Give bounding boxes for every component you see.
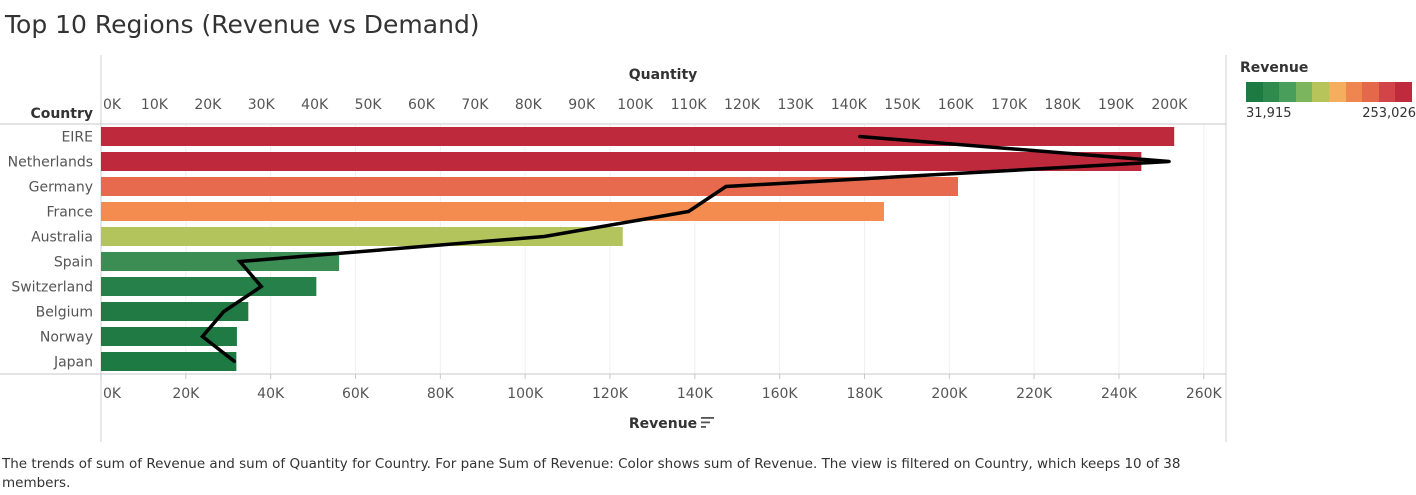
legend-swatch (1328, 82, 1346, 102)
quantity-point-france[interactable] (687, 210, 691, 213)
quantity-tick-label: 140K (831, 97, 868, 113)
legend-title: Revenue (1240, 60, 1309, 76)
legend-min: 31,915 (1246, 106, 1292, 121)
quantity-point-switzerland[interactable] (259, 285, 263, 288)
row-label: Australia (31, 230, 93, 246)
revenue-tick-label: 200K (931, 386, 968, 402)
revenue-tick-label: 220K (1016, 386, 1053, 402)
quantity-point-spain[interactable] (238, 260, 242, 263)
quantity-tick-label: 50K (355, 97, 383, 113)
row-label: Belgium (36, 305, 93, 321)
quantity-tick-label: 90K (568, 97, 596, 113)
bar-switzerland[interactable] (101, 277, 317, 296)
row-header-country: Country (30, 106, 93, 122)
revenue-tick-label: 260K (1186, 386, 1223, 402)
quantity-point-japan[interactable] (233, 360, 237, 363)
revenue-tick-label: 160K (762, 386, 799, 402)
chart-canvas: EIRE Netherlands Germany France Australia Spa… (0, 55, 1227, 442)
row-label: Norway (40, 330, 93, 346)
quantity-axis-title: Quantity (629, 67, 698, 83)
quantity-point-belgium[interactable] (222, 310, 226, 313)
quantity-tick-label: 180K (1045, 97, 1082, 113)
revenue-tick-label: 20K (172, 386, 200, 402)
revenue-tick-label: 0K (103, 386, 122, 402)
quantity-tick-label: 0K (103, 97, 122, 113)
legend-swatch (1246, 82, 1263, 102)
bar-norway[interactable] (101, 327, 237, 346)
revenue-axis: 0K 20K 40K 60K 80K 100K 120K 140K 160K 180K 200K 22… (100, 374, 1223, 402)
quantity-point-australia[interactable] (542, 235, 546, 238)
legend-swatch (1279, 82, 1296, 102)
chart-title: Top 10 Regions (Revenue vs Demand) (5, 10, 480, 39)
quantity-tick-label: 30K (248, 97, 276, 113)
quantity-tick-label: 110K (671, 97, 708, 113)
legend-swatch (1262, 82, 1280, 102)
chart-caption: The trends of sum of Revenue and sum of … (2, 456, 1181, 491)
row-label: Japan (53, 355, 93, 371)
quantity-tick-label: 200K (1151, 97, 1188, 113)
quantity-tick-label: 130K (777, 97, 814, 113)
legend-color-ramp (1246, 82, 1412, 102)
quantity-tick-label: 10K (141, 97, 169, 113)
revenue-tick-label: 180K (847, 386, 884, 402)
row-label: Netherlands (8, 155, 93, 171)
quantity-point-germany[interactable] (724, 185, 728, 188)
legend-swatch (1295, 82, 1313, 102)
bar-france[interactable] (101, 202, 884, 221)
country-labels: EIRE Netherlands Germany France Australia Spa… (8, 130, 93, 371)
row-label: EIRE (61, 130, 93, 146)
quantity-line[interactable] (199, 134, 1170, 363)
revenue-tick-label: 120K (592, 386, 629, 402)
revenue-axis-title[interactable]: Revenue (629, 416, 697, 432)
bar-belgium[interactable] (101, 302, 249, 321)
row-label: Switzerland (11, 280, 93, 296)
row-label: Spain (54, 255, 93, 271)
revenue-tick-label: 100K (507, 386, 544, 402)
revenue-tick-label: 80K (427, 386, 455, 402)
legend-swatch (1378, 82, 1396, 102)
quantity-tick-label: 100K (617, 97, 654, 113)
bar-netherlands[interactable] (101, 152, 1142, 171)
bar-germany[interactable] (101, 177, 958, 196)
quantity-point-norway[interactable] (200, 335, 204, 338)
legend-swatch (1345, 82, 1363, 102)
chart-frame (0, 55, 1227, 442)
row-label: France (46, 205, 93, 221)
revenue-tick-label: 40K (257, 386, 285, 402)
revenue-tick-label: 240K (1101, 386, 1138, 402)
bar-eire[interactable] (101, 127, 1175, 146)
quantity-tick-label: 80K (515, 97, 543, 113)
quantity-point-netherlands[interactable] (1167, 160, 1171, 163)
legend-max: 253,026 (1362, 106, 1416, 121)
revenue-tick-label: 140K (677, 386, 714, 402)
legend-swatch (1395, 82, 1412, 102)
quantity-tick-label: 150K (884, 97, 921, 113)
quantity-tick-label: 190K (1098, 97, 1135, 113)
line-series-quantity (199, 134, 1171, 363)
quantity-tick-label: 40K (301, 97, 329, 113)
revenue-tick-label: 60K (342, 386, 370, 402)
quantity-point-eire[interactable] (858, 135, 862, 138)
row-label: Germany (29, 180, 93, 196)
quantity-axis: 0K 10K 20K 30K 40K 50K 60K 70K 80K 90K 100K 110K 120… (103, 97, 1188, 113)
quantity-tick-label: 70K (461, 97, 489, 113)
quantity-tick-label: 20K (194, 97, 222, 113)
bar-series-revenue (101, 127, 1175, 371)
quantity-tick-label: 60K (408, 97, 436, 113)
legend-swatch (1362, 82, 1379, 102)
sort-icon[interactable] (701, 417, 714, 428)
quantity-tick-label: 170K (991, 97, 1028, 113)
legend-swatch (1312, 82, 1329, 102)
quantity-tick-label: 160K (938, 97, 975, 113)
color-legend: Revenue 31,915 253,026 (1240, 60, 1416, 121)
bar-japan[interactable] (101, 352, 237, 371)
quantity-tick-label: 120K (724, 97, 761, 113)
